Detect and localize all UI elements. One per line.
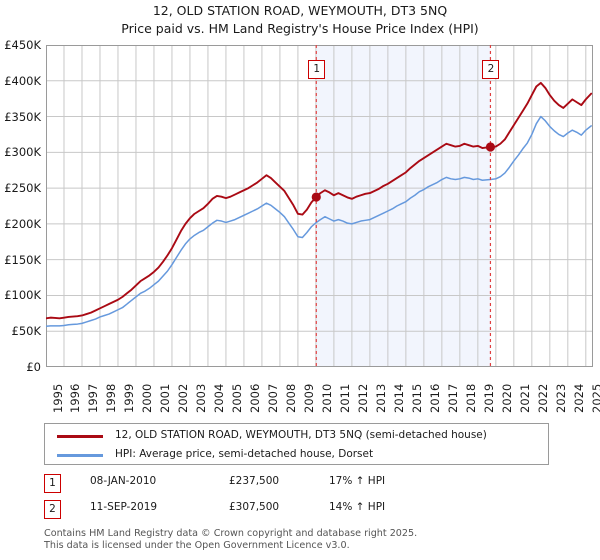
y-tick-label: £0 xyxy=(26,360,41,374)
x-tick-label: 2010 xyxy=(320,383,335,413)
marker-callout-1[interactable]: 1 xyxy=(308,60,326,79)
transaction-badge[interactable]: 2 xyxy=(44,500,61,519)
footer-line-2: This data is licensed under the Open Gov… xyxy=(44,539,350,551)
x-tick-label: 2017 xyxy=(446,383,461,413)
transactions-table: 1 08-JAN-2010 £237,500 17% ↑ HPI 2 11-SEP-201… xyxy=(44,472,549,524)
x-tick-label: 2011 xyxy=(338,383,353,413)
chart-legend: 12, OLD STATION ROAD, WEYMOUTH, DT3 5NQ … xyxy=(44,423,549,465)
x-tick-label: 2000 xyxy=(140,383,155,413)
transaction-price: £307,500 xyxy=(229,501,280,513)
legend-label: HPI: Average price, semi-detached house,… xyxy=(115,448,374,460)
x-tick-label: 1999 xyxy=(122,383,137,413)
plot-border xyxy=(46,45,593,367)
x-tick-label: 2014 xyxy=(392,383,407,413)
x-tick-label: 2021 xyxy=(518,383,533,413)
series-line xyxy=(46,115,592,327)
x-tick-label: 2002 xyxy=(176,383,191,413)
x-tick-label: 2006 xyxy=(248,383,263,413)
legend-color-swatch xyxy=(57,435,103,438)
x-tick-label: 2016 xyxy=(428,383,443,413)
shaded-period-band xyxy=(316,45,491,367)
transaction-hpi-delta: 14% ↑ HPI xyxy=(329,501,386,513)
x-tick-label: 2008 xyxy=(284,383,299,413)
chart-svg xyxy=(46,45,593,367)
marker-callout-2[interactable]: 2 xyxy=(482,60,500,79)
x-tick-label: 2003 xyxy=(194,383,209,413)
marker-dot xyxy=(485,142,496,152)
x-tick-label: 2005 xyxy=(230,383,245,413)
transaction-row: 2 11-SEP-2019 £307,500 14% ↑ HPI xyxy=(44,498,549,524)
x-tick-label: 2025 xyxy=(590,383,600,413)
x-tick-label: 2001 xyxy=(158,383,173,413)
y-tick-label: £200K xyxy=(4,216,41,231)
title-line-2: Price paid vs. HM Land Registry's House … xyxy=(121,21,479,36)
y-tick-label: £300K xyxy=(4,145,41,160)
x-tick-label: 2015 xyxy=(410,383,425,413)
x-tick-label: 1997 xyxy=(86,383,101,413)
x-tick-label: 2022 xyxy=(536,383,551,413)
y-tick-label: £150K xyxy=(4,252,41,267)
x-tick-label: 2023 xyxy=(554,383,569,413)
footer-line-1: Contains HM Land Registry data © Crown c… xyxy=(44,528,418,539)
x-tick-label: 2020 xyxy=(500,383,515,413)
chart-plot-area xyxy=(46,45,593,367)
marker-dot xyxy=(311,192,321,202)
transaction-badge[interactable]: 1 xyxy=(44,474,61,493)
x-tick-label: 2007 xyxy=(266,383,281,413)
transaction-price: £237,500 xyxy=(229,475,280,487)
x-tick-label: 2018 xyxy=(464,383,479,413)
transaction-hpi-delta: 17% ↑ HPI xyxy=(329,475,386,487)
x-tick-label: 2009 xyxy=(302,383,317,413)
legend-color-swatch xyxy=(57,454,103,457)
transaction-row: 1 08-JAN-2010 £237,500 17% ↑ HPI xyxy=(44,472,549,498)
legend-label: 12, OLD STATION ROAD, WEYMOUTH, DT3 5NQ … xyxy=(115,429,487,441)
x-tick-label: 2012 xyxy=(356,383,371,413)
y-tick-label: £250K xyxy=(4,181,41,196)
x-tick-label: 2024 xyxy=(572,383,587,413)
x-tick-label: 1996 xyxy=(68,383,83,413)
x-axis-labels: 1995 1996 1997 1998 1999 2000 2001 2002 2003 2004… xyxy=(46,369,600,415)
y-tick-label: £350K xyxy=(4,109,41,124)
legend-item: HPI: Average price, semi-detached house,… xyxy=(45,445,548,464)
page-title: 12, OLD STATION ROAD, WEYMOUTH, DT3 5NQ … xyxy=(0,2,600,38)
x-tick-label: 2004 xyxy=(212,383,227,413)
transaction-date: 08-JAN-2010 xyxy=(90,475,157,487)
footer-attribution: Contains HM Land Registry data © Crown c… xyxy=(44,528,584,551)
transaction-date: 11-SEP-2019 xyxy=(90,501,158,513)
y-tick-label: £400K xyxy=(4,73,41,88)
y-tick-label: £450K xyxy=(4,38,41,52)
y-tick-label: £50K xyxy=(11,324,42,339)
x-tick-label: 2013 xyxy=(374,383,389,413)
legend-item: 12, OLD STATION ROAD, WEYMOUTH, DT3 5NQ … xyxy=(45,426,548,445)
x-tick-label: 1995 xyxy=(50,383,65,413)
x-tick-label: 1998 xyxy=(104,383,119,413)
x-tick-label: 2019 xyxy=(482,383,497,413)
y-axis-labels: £0 £50K £100K £150K £200K £250K £300K £350K £400… xyxy=(0,38,44,374)
y-tick-label: £100K xyxy=(4,288,41,303)
title-line-1: 12, OLD STATION ROAD, WEYMOUTH, DT3 5NQ xyxy=(152,3,448,18)
